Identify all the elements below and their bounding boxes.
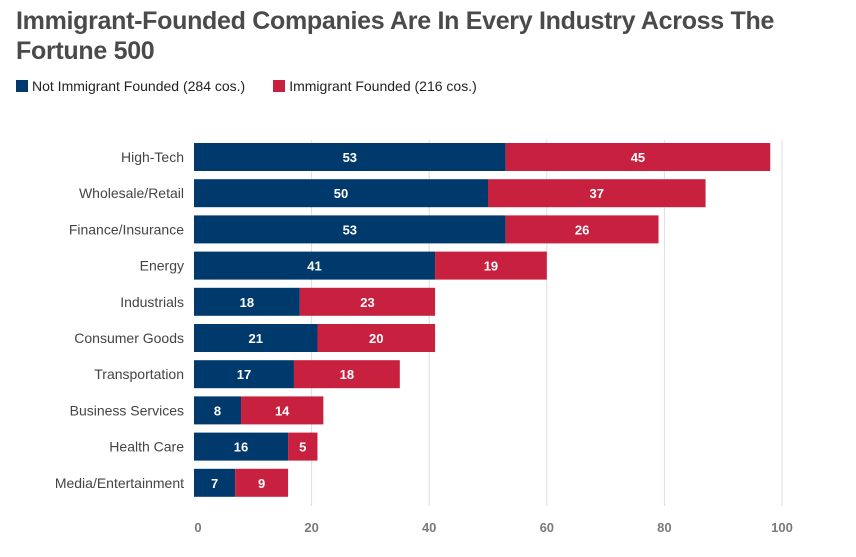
bar-value-label: 17: [237, 367, 251, 382]
chart-title: Immigrant-Founded Companies Are In Every…: [16, 7, 775, 65]
category-label: Energy: [140, 258, 184, 274]
bar-value-label: 14: [275, 403, 290, 418]
bar-value-label: 9: [258, 476, 265, 491]
legend-label-not-immigrant: Not Immigrant Founded (284 cos.): [32, 78, 246, 94]
bar-not-immigrant: [194, 432, 289, 461]
category-label: Health Care: [109, 439, 184, 455]
legend: Not Immigrant Founded (284 cos.) Immigra…: [16, 78, 505, 94]
category-label: Media/Entertainment: [55, 475, 184, 491]
bar-value-label: 53: [343, 150, 357, 165]
legend-item-not-immigrant: Not Immigrant Founded (284 cos.): [16, 78, 245, 94]
x-tick-label: 40: [422, 520, 436, 535]
bar-immigrant: [435, 251, 547, 280]
bar-value-label: 7: [211, 476, 218, 491]
bar-value-label: 8: [214, 403, 221, 418]
bar-value-label: 20: [369, 331, 383, 346]
category-label: Industrials: [120, 294, 184, 310]
bars: 53 45 50 37 53 26 41 19 18 23 21 20 17 18 8 14 16 5 7 9: [194, 143, 771, 497]
bar-value-label: 23: [360, 295, 374, 310]
bar-value-label: 26: [575, 222, 589, 237]
bar-immigrant: [505, 215, 659, 244]
bar-value-label: 16: [234, 440, 248, 455]
x-tick-label: 80: [657, 520, 671, 535]
category-label: Finance/Insurance: [69, 221, 184, 237]
bar-immigrant: [505, 143, 771, 171]
x-tick-label: 20: [304, 520, 318, 535]
bar-value-label: 45: [631, 150, 645, 165]
legend-swatch-not-immigrant: [16, 80, 28, 92]
bar-not-immigrant: [194, 468, 236, 497]
bar-not-immigrant: [194, 396, 242, 425]
category-label: Wholesale/Retail: [79, 185, 184, 201]
bar-not-immigrant: [194, 287, 300, 316]
bar-not-immigrant: [194, 324, 318, 352]
bar-value-label: 19: [484, 259, 498, 274]
category-label: Transportation: [94, 366, 184, 382]
bar-immigrant: [299, 287, 436, 316]
bar-not-immigrant: [194, 215, 506, 244]
x-tick-label: 100: [771, 520, 793, 535]
bar-value-label: 18: [340, 367, 354, 382]
bar-value-label: 21: [249, 331, 263, 346]
bar-immigrant: [293, 360, 400, 389]
category-labels: High-Tech Wholesale/Retail Finance/Insuran…: [55, 149, 184, 491]
bar-immigrant: [241, 396, 324, 425]
x-tick-label: 60: [540, 520, 554, 535]
bar-value-label: 18: [240, 295, 254, 310]
bar-not-immigrant: [194, 251, 436, 280]
bar-immigrant: [235, 468, 289, 497]
bar-not-immigrant: [194, 360, 294, 389]
bar-value-label: 50: [334, 186, 348, 201]
bar-immigrant: [488, 179, 706, 208]
x-axis-ticks: 0 20 40 60 80 100: [194, 520, 792, 535]
category-label: High-Tech: [121, 149, 184, 165]
bar-value-label: 41: [307, 259, 321, 274]
x-tick-label: 0: [194, 520, 201, 535]
bar-immigrant: [317, 324, 436, 352]
bar-immigrant: [288, 432, 318, 461]
bar-not-immigrant: [194, 143, 506, 171]
bar-value-label: 5: [299, 440, 306, 455]
category-label: Consumer Goods: [74, 330, 184, 346]
legend-swatch-immigrant: [273, 80, 286, 92]
bar-value-label: 37: [590, 186, 604, 201]
legend-item-immigrant: Immigrant Founded (216 cos.): [273, 78, 477, 94]
bar-value-label: 53: [343, 222, 357, 237]
legend-label-immigrant: Immigrant Founded (216 cos.): [289, 78, 477, 94]
category-label: Business Services: [70, 402, 184, 418]
bar-not-immigrant: [194, 179, 488, 208]
